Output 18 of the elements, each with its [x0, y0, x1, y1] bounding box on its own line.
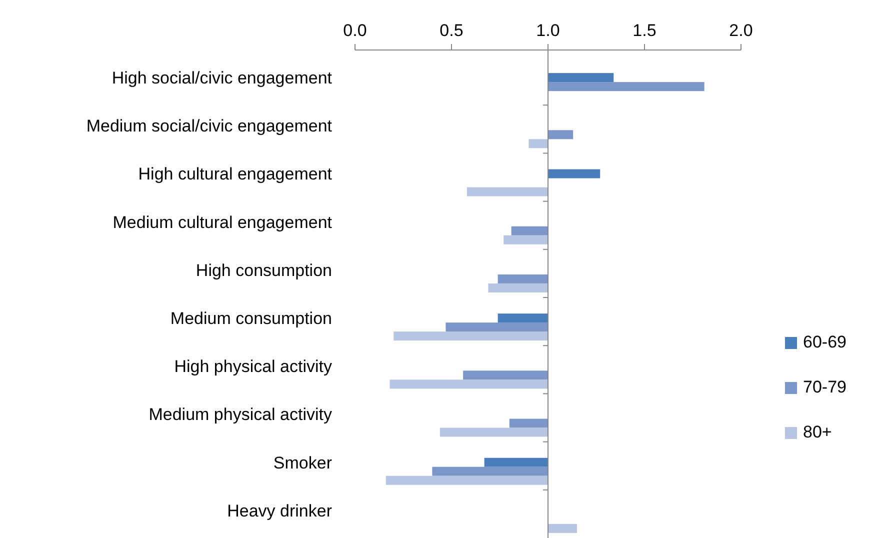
legend-label: 60-69 — [803, 332, 846, 352]
y-tick-label: Medium cultural engagement — [112, 212, 332, 232]
x-tick-label: 1.0 — [536, 21, 560, 40]
y-tick-label: High social/civic engagement — [112, 68, 332, 88]
legend-label: 70-79 — [803, 377, 846, 396]
y-tick-label: Medium social/civic engagement — [86, 116, 332, 136]
y-tick-label: High cultural engagement — [138, 164, 332, 184]
y-tick-label: Smoker — [273, 453, 332, 472]
legend-label: 80+ — [803, 422, 832, 442]
y-tick-label: Medium physical activity — [148, 405, 332, 424]
x-tick-label: 1.5 — [632, 21, 656, 40]
y-tick-label: Medium consumption — [170, 309, 332, 328]
y-tick-label: High consumption — [196, 260, 332, 280]
y-tick-label: Heavy drinker — [227, 501, 332, 520]
x-tick-label: 0.5 — [440, 21, 464, 40]
y-tick-label: High physical activity — [174, 357, 332, 376]
x-tick-label: 2.0 — [729, 21, 753, 40]
x-tick-label: 0.0 — [343, 21, 367, 40]
